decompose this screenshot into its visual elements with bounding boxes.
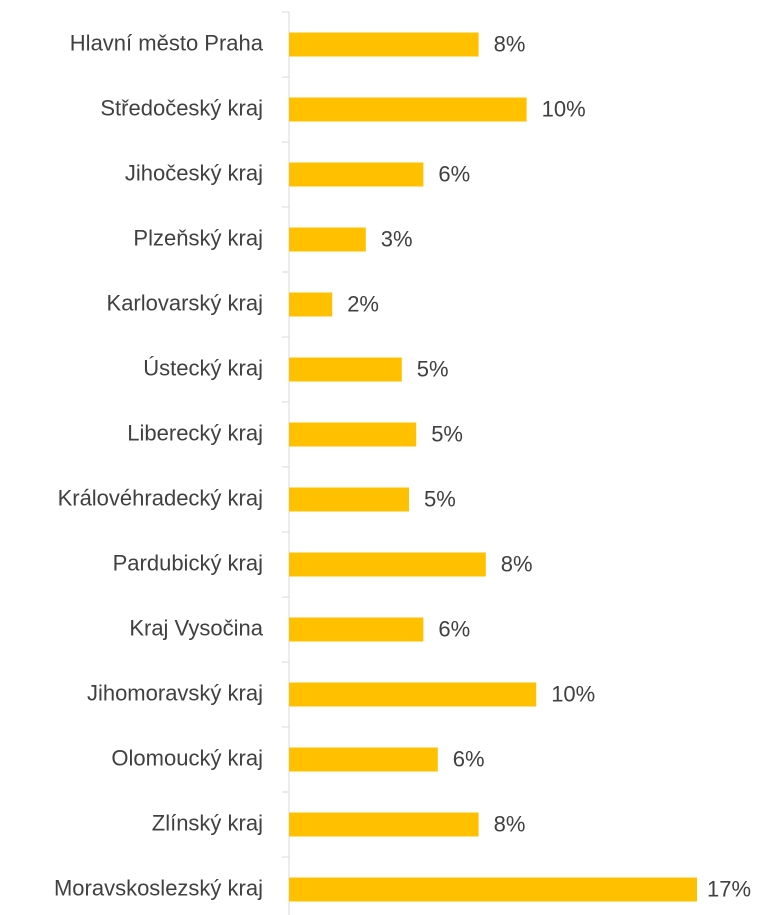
bar [289, 162, 424, 187]
value-label: 5% [431, 421, 463, 446]
bar [289, 32, 479, 57]
category-label: Pardubický kraj [113, 550, 263, 575]
category-label: Středočeský kraj [100, 95, 263, 120]
bar [289, 812, 479, 837]
category-label: Kraj Vysočina [129, 615, 263, 640]
value-label: 8% [494, 31, 526, 56]
bar [289, 552, 486, 577]
value-label: 10% [542, 96, 586, 121]
category-label: Královéhradecký kraj [58, 485, 263, 510]
value-label: 2% [347, 291, 379, 316]
bar [289, 357, 402, 382]
bar [289, 617, 424, 642]
bar [289, 877, 697, 902]
category-label: Moravskoslezský kraj [54, 875, 263, 900]
value-label: 3% [381, 226, 413, 251]
category-label: Karlovarský kraj [107, 290, 263, 315]
category-label: Zlínský kraj [152, 810, 263, 835]
category-label: Liberecký kraj [127, 420, 263, 445]
category-label: Ústecký kraj [143, 355, 263, 380]
category-label: Hlavní město Praha [70, 30, 264, 55]
value-label: 6% [438, 616, 470, 641]
value-label: 8% [501, 551, 533, 576]
value-label: 17% [707, 876, 751, 901]
category-label: Plzeňský kraj [133, 225, 263, 250]
bar [289, 292, 333, 317]
category-label: Olomoucký kraj [111, 745, 263, 770]
bar [289, 682, 537, 707]
value-label: 6% [438, 161, 470, 186]
value-label: 5% [424, 486, 456, 511]
bar [289, 422, 417, 447]
value-label: 5% [417, 356, 449, 381]
value-label: 6% [453, 746, 485, 771]
category-label: Jihočeský kraj [125, 160, 263, 185]
bar [289, 227, 366, 252]
value-label: 8% [494, 811, 526, 836]
bar [289, 97, 527, 122]
bar [289, 487, 409, 512]
bar [289, 747, 438, 772]
value-label: 10% [551, 681, 595, 706]
category-label: Jihomoravský kraj [87, 680, 263, 705]
